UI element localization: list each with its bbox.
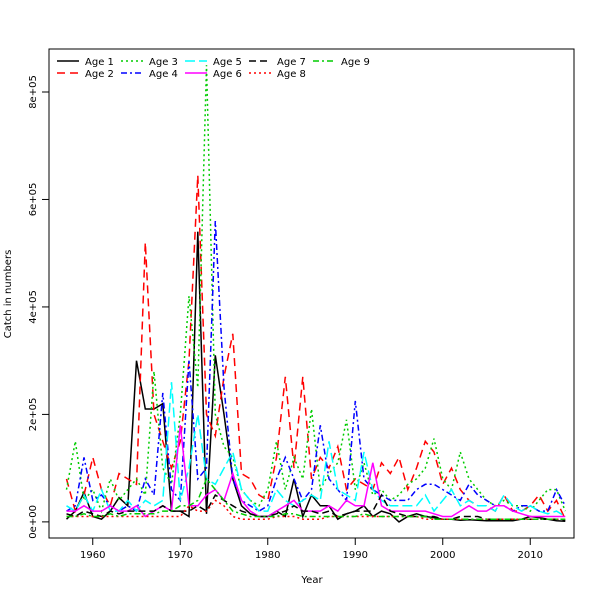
legend-label-age-3: Age 3 <box>149 57 178 68</box>
y-tick-label: 8e+05 <box>28 75 39 109</box>
legend-label-age-7: Age 7 <box>277 57 306 68</box>
x-tick-label: 1990 <box>343 550 368 561</box>
series-line-age-3 <box>65 65 566 514</box>
legend-label-age-1: Age 1 <box>85 57 114 68</box>
legend-label-age-9: Age 9 <box>341 57 370 68</box>
series-line-age-4 <box>66 220 566 513</box>
x-tick-label: 1980 <box>255 550 280 561</box>
x-tick-label: 1970 <box>168 550 193 561</box>
series-line-age-7 <box>66 493 566 522</box>
x-tick-label: 2010 <box>518 550 543 561</box>
series-line-age-5 <box>66 382 566 518</box>
series-line-age-9 <box>66 477 566 520</box>
legend-label-age-5: Age 5 <box>213 57 242 68</box>
x-tick-label: 1960 <box>80 550 105 561</box>
x-axis-label: Year <box>300 575 323 586</box>
y-tick-label: 2e+05 <box>28 398 39 432</box>
series-layer <box>65 65 566 523</box>
legend-label-age-4: Age 4 <box>149 69 178 80</box>
x-axis: 1960 1970 1980 1990 2000 2010 <box>80 537 543 561</box>
legend-label-age-6: Age 6 <box>213 69 242 80</box>
y-axis-label: Catch in numbers <box>3 250 14 339</box>
y-axis: 0e+00 2e+05 4e+05 6e+05 8e+05 <box>28 75 50 539</box>
legend-label-age-2: Age 2 <box>85 69 114 80</box>
y-tick-label: 0e+00 <box>28 505 39 539</box>
x-tick-label: 2000 <box>430 550 455 561</box>
legend-label-age-8: Age 8 <box>277 69 306 80</box>
series-line-age-1 <box>65 231 566 523</box>
y-tick-label: 4e+05 <box>28 290 39 324</box>
y-tick-label: 6e+05 <box>28 183 39 217</box>
